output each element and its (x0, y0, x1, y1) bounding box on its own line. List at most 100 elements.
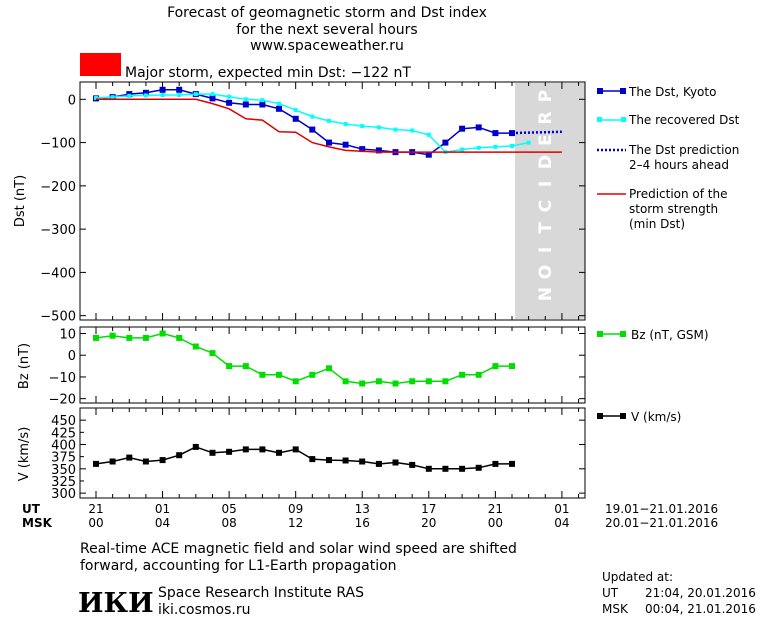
y-tick-label: −300 (40, 223, 76, 238)
data-point (309, 456, 316, 463)
ut-tick-label: 05 (221, 502, 236, 516)
data-point (376, 125, 381, 130)
data-point (475, 464, 482, 471)
series-line (95, 446, 512, 470)
v-panel: V (km/s) (17, 407, 586, 499)
ut-tick-label: 21 (88, 502, 103, 516)
data-point (442, 465, 449, 472)
storm-level-swatch (80, 53, 121, 76)
dst-panel-frame (79, 81, 586, 321)
prediction-band (515, 83, 585, 319)
data-point (526, 140, 531, 145)
data-point (277, 101, 281, 106)
data-point (176, 452, 183, 459)
msk-tick-label: 04 (554, 516, 569, 530)
updated-msk-label: MSK (602, 602, 629, 616)
data-point (509, 363, 515, 370)
msk-tick-label: 08 (221, 516, 236, 530)
data-point (510, 144, 514, 148)
legend-strength-label-3: (min Dst) (629, 217, 685, 231)
data-point (310, 114, 315, 119)
data-point (343, 122, 348, 126)
institute-url[interactable]: iki.cosmos.ru (158, 602, 250, 618)
data-point (209, 449, 216, 456)
data-point (492, 130, 499, 137)
y-tick-label: −400 (40, 266, 76, 281)
data-point (410, 128, 415, 133)
data-point (93, 334, 99, 341)
legend-v-label: V (km/s) (631, 410, 681, 424)
data-point (143, 93, 148, 98)
legend-prediction-label-2: 2–4 hours ahead (629, 158, 729, 172)
prediction-letter: C (536, 200, 556, 212)
data-point (292, 115, 299, 122)
data-point (292, 446, 299, 453)
updated-ut-value: 21:04, 20.01.2016 (645, 586, 756, 600)
chart-marks: 0−100−200−300−400−500100−10−204504003503… (40, 82, 585, 502)
data-point (359, 146, 366, 153)
y-tick-label: 425 (51, 426, 76, 441)
y-tick-label: 325 (51, 475, 76, 490)
y-tick-label: 400 (51, 438, 76, 453)
data-point (359, 458, 366, 465)
prediction-letter: R (536, 111, 556, 124)
msk-date-range: 20.01−21.01.2016 (605, 516, 718, 530)
legend-bz-label: Bz (nT, GSM) (631, 328, 709, 342)
data-point (192, 443, 199, 450)
data-point (360, 124, 365, 129)
legend-bz-marker (620, 331, 626, 337)
data-point (492, 460, 499, 467)
legend-bz: Bz (nT, GSM) (597, 328, 709, 342)
data-point (375, 378, 382, 385)
series-line (96, 98, 562, 153)
data-point (192, 343, 199, 350)
data-point (226, 448, 233, 455)
legend-prediction-label-1: The Dst prediction (628, 143, 739, 157)
updated-ut-label: UT (602, 586, 619, 600)
data-point (109, 458, 116, 465)
data-point (276, 105, 282, 112)
data-point (259, 371, 266, 378)
data-point (393, 127, 398, 132)
data-point (110, 95, 115, 100)
data-point (442, 139, 449, 146)
data-point (409, 461, 416, 468)
ut-tick-label: 01 (155, 502, 170, 516)
data-point (359, 380, 366, 387)
data-point (293, 108, 298, 113)
data-point (242, 446, 249, 453)
y-tick-label: 450 (51, 414, 76, 429)
data-point (309, 126, 316, 133)
footer-note-line1: Real-time ACE magnetic field and solar w… (80, 541, 517, 557)
dst-axis-label: Dst (nT) (13, 175, 28, 227)
data-point (276, 371, 282, 378)
legend-recovered-marker (621, 117, 626, 122)
msk-tick-label: 00 (488, 516, 503, 530)
website-link[interactable]: www.spaceweather.ru (250, 38, 404, 54)
y-tick-label: −10 (49, 371, 76, 386)
data-point (475, 371, 482, 378)
data-point (126, 334, 133, 341)
prediction-letter: N (536, 287, 556, 301)
data-point (392, 380, 399, 387)
y-tick-label: 0 (68, 93, 76, 108)
data-point (193, 92, 198, 97)
data-point (292, 378, 299, 385)
data-point (176, 334, 183, 341)
data-point (509, 130, 515, 137)
data-point (342, 141, 349, 148)
chart-title-line1: Forecast of geomagnetic storm and Dst in… (167, 5, 487, 21)
v-axis-label: V (km/s) (17, 427, 32, 482)
msk-tick-label: 16 (355, 516, 370, 530)
data-point (326, 365, 332, 372)
legend-v-marker (597, 413, 603, 419)
y-tick-label: 10 (59, 328, 76, 343)
legend-dst-kyoto: The Dst, Kyoto (597, 85, 716, 99)
series-line (95, 93, 529, 153)
y-tick-label: −20 (49, 393, 76, 408)
data-point (210, 92, 215, 97)
msk-tick-label: 12 (288, 516, 303, 530)
data-point (460, 147, 465, 152)
data-point (425, 465, 432, 472)
